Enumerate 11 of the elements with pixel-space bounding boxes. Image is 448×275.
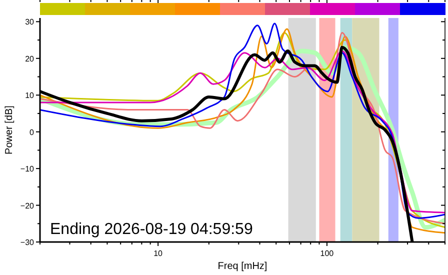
y-tick-label: 30 <box>25 18 35 27</box>
y-tick-label: −30 <box>20 238 35 247</box>
y-tick-label: −10 <box>20 164 35 174</box>
y-tick-label: 20 <box>25 54 35 64</box>
y-axis-title: Power [dB] <box>4 105 15 154</box>
x-tick-label: 100 <box>320 249 334 258</box>
y-tick-label: −20 <box>20 201 35 210</box>
y-tick-label: 0 <box>30 128 35 137</box>
x-axis-title: Freq [mHz] <box>218 261 268 272</box>
y-tick-label: 10 <box>25 91 35 100</box>
annotation: Ending 2026-08-19 04:59:59 <box>50 221 253 238</box>
